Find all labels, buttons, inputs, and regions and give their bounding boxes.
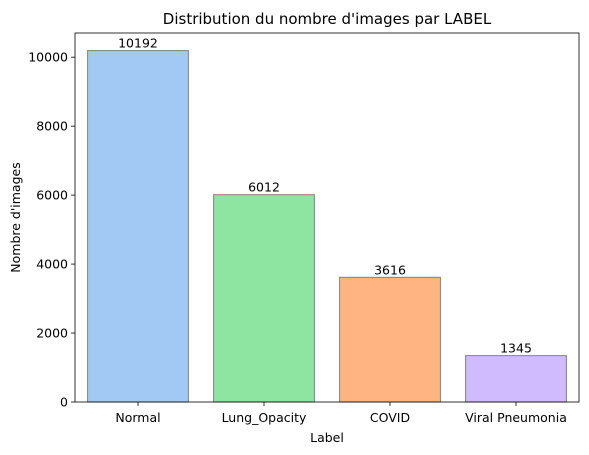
- x-tick-label: Lung_Opacity: [222, 410, 307, 425]
- x-axis-title: Label: [310, 430, 344, 445]
- y-axis-title: Nombre d'images: [8, 162, 23, 272]
- y-tick-label: 4000: [36, 257, 68, 272]
- bar-viral-pneumonia: [465, 355, 567, 403]
- bar-lung-opacity: [213, 194, 315, 403]
- data-label: 3616: [374, 262, 406, 277]
- axes-frame: [74, 32, 580, 403]
- y-tick-label: 6000: [36, 188, 68, 203]
- plot-area: 10192 Normal 6012 Lung_Opacity 3616 COVID 1345…: [28, 32, 580, 425]
- data-label: 10192: [118, 36, 158, 51]
- chart-title: Distribution du nombre d'images par LABE…: [163, 10, 492, 28]
- data-label: 1345: [500, 341, 532, 356]
- data-label: 6012: [248, 180, 280, 195]
- y-tick-label: 8000: [36, 119, 68, 134]
- bar-covid: [339, 276, 441, 403]
- x-tick-label: COVID: [370, 410, 410, 425]
- y-tick-label: 0: [60, 395, 68, 410]
- y-tick-label: 10000: [28, 50, 68, 65]
- x-tick-label: Normal: [115, 410, 160, 425]
- x-tick-label: Viral Pneumonia: [465, 410, 567, 425]
- bar-normal: [87, 50, 189, 403]
- y-tick-label: 2000: [36, 326, 68, 341]
